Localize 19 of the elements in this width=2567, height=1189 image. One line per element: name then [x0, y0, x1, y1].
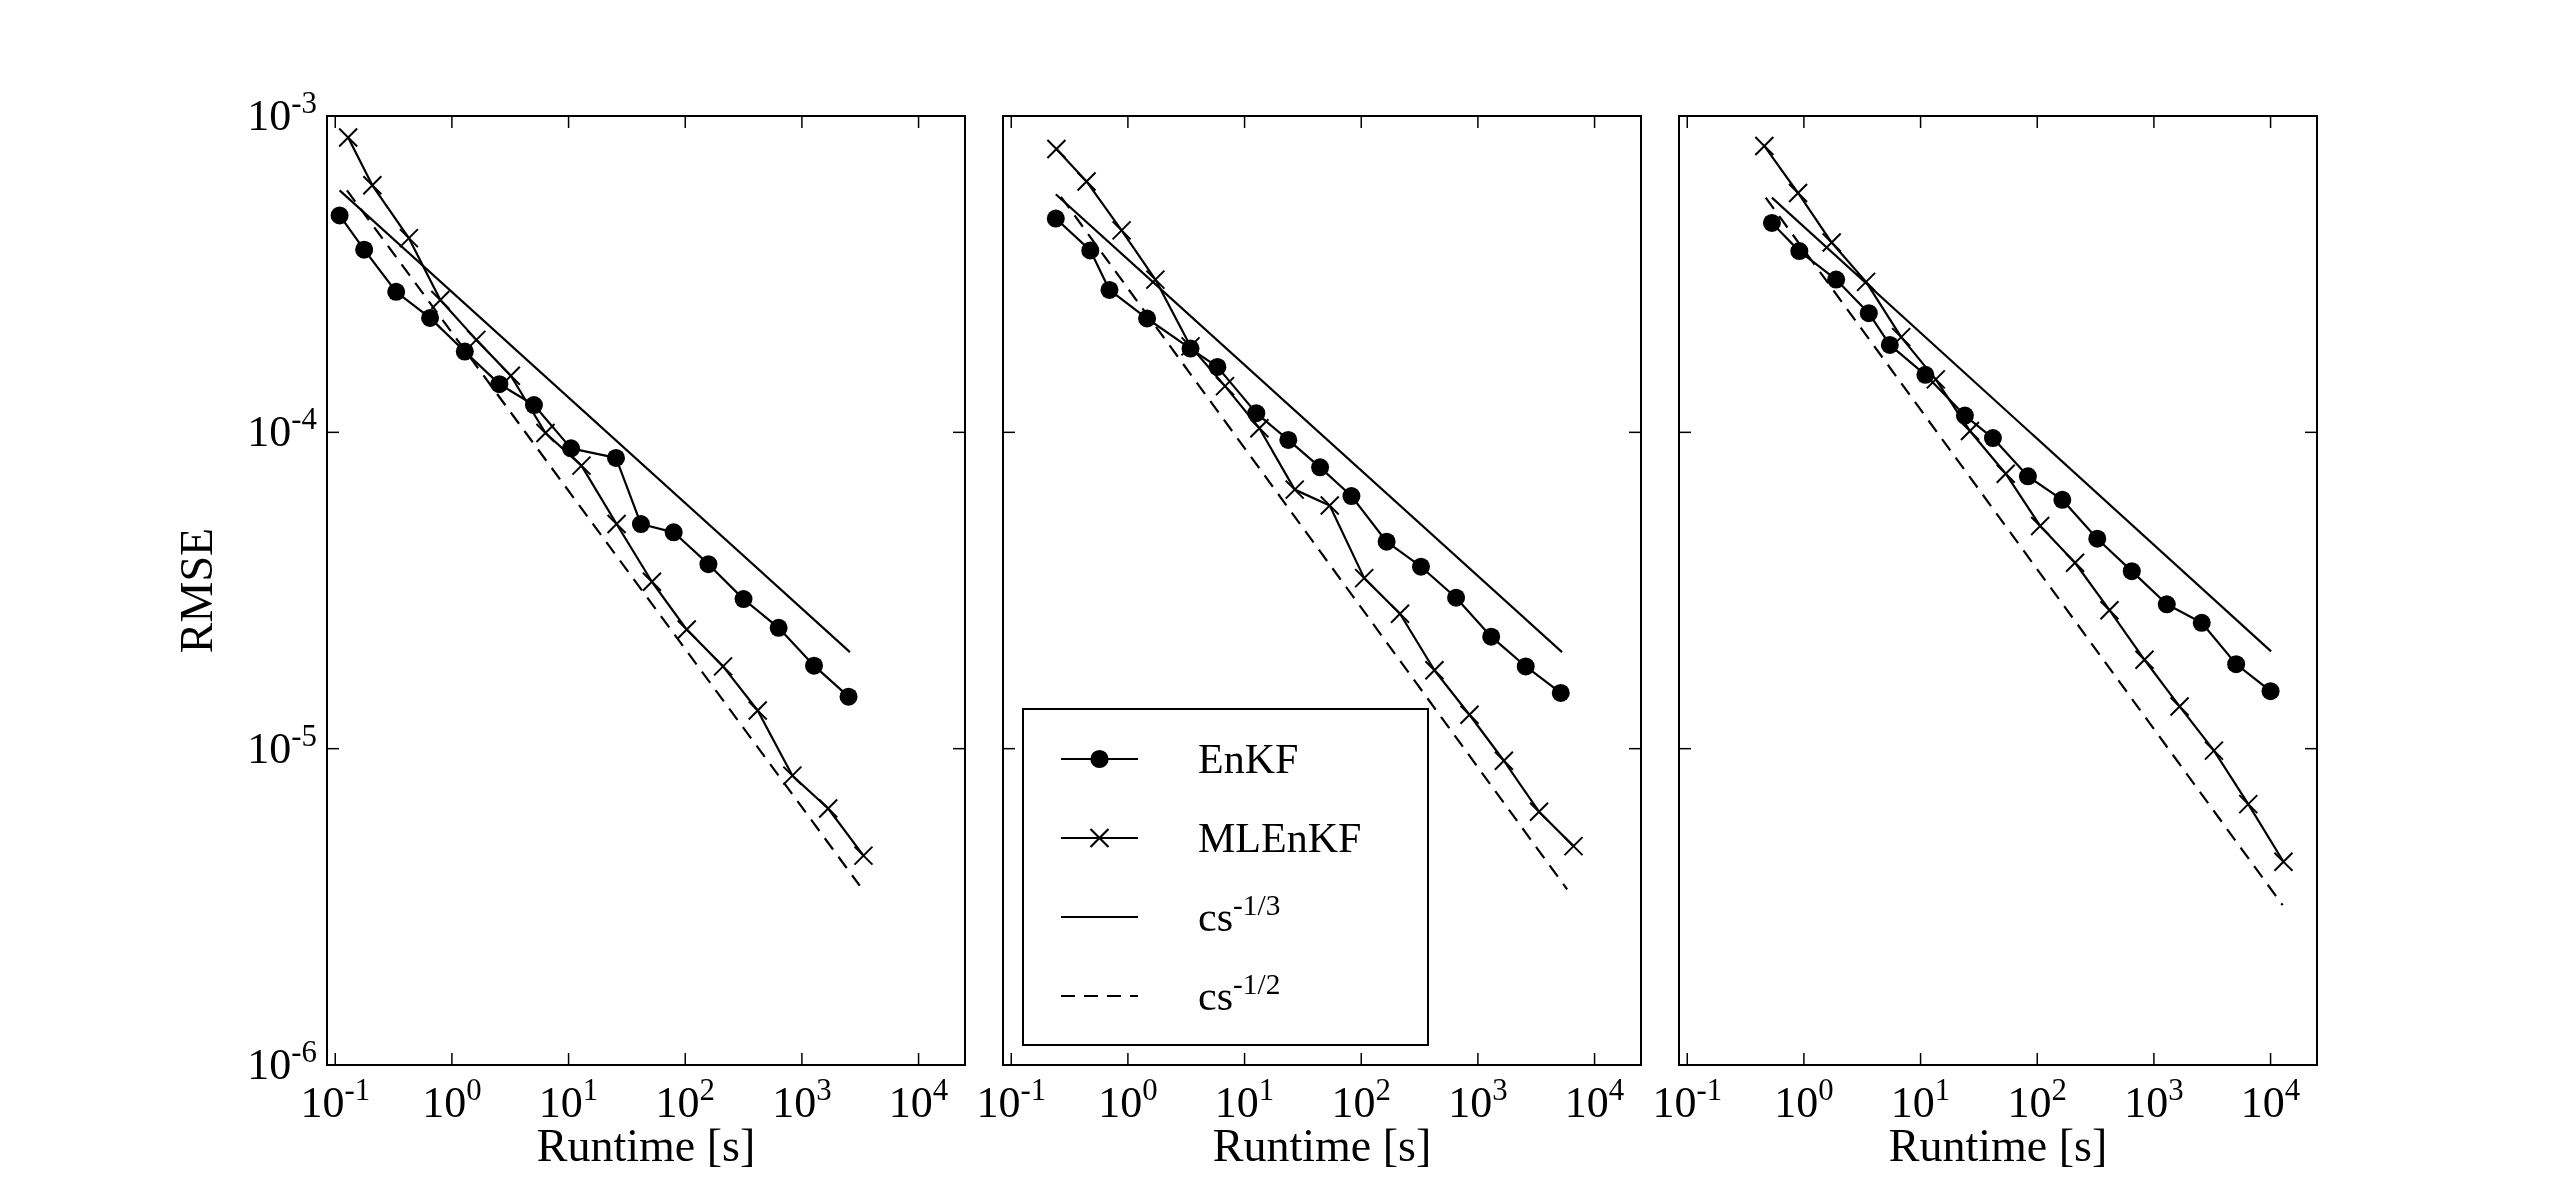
x-tick-label: 10$^{3}$: [772, 1073, 832, 1127]
x-tick-label: 10$^{3}$: [1448, 1073, 1508, 1127]
legend-label: MLEnKF: [1198, 815, 1362, 861]
legend-label: EnKF: [1198, 736, 1299, 782]
y-tick-label: 10$^{-4}$: [247, 402, 317, 457]
x-tick-label: 10$^{0}$: [1098, 1073, 1158, 1127]
y-tick-label: 10$^{-5}$: [247, 718, 317, 773]
x-tick-label: 10$^{4}$: [1564, 1073, 1625, 1127]
x-tick-label: 10$^{-1}$: [976, 1073, 1047, 1127]
x-tick-label: 10$^{0}$: [422, 1073, 482, 1127]
legend-label: cs$^{-1/2}$: [1198, 968, 1281, 1019]
y-axis-title: RMSE: [171, 527, 222, 654]
x-tick-label: 10$^{4}$: [2240, 1073, 2301, 1127]
x-tick-label: 10$^{-1}$: [1652, 1073, 1723, 1127]
legend-label: cs$^{-1/3}$: [1198, 889, 1281, 940]
x-tick-label: 10$^{3}$: [2124, 1073, 2184, 1127]
x-tick-label: 10$^{0}$: [1774, 1073, 1834, 1127]
y-tick-label: 10$^{-3}$: [247, 86, 317, 140]
x-tick-label: 10$^{4}$: [888, 1073, 949, 1127]
